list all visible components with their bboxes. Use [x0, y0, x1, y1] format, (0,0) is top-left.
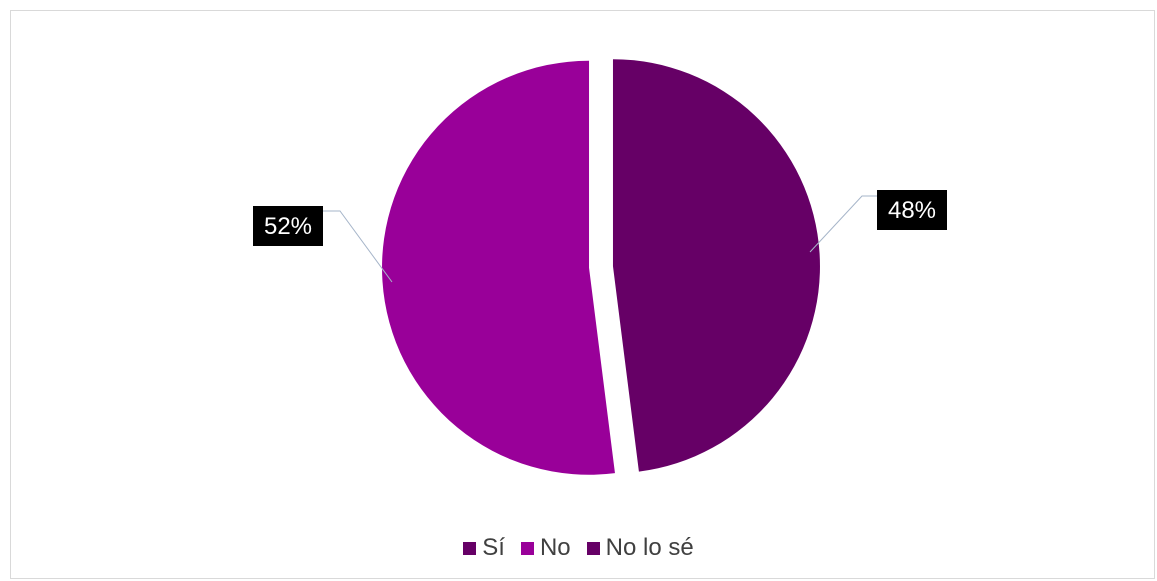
leader-line-no [323, 210, 393, 283]
legend-swatch-no-lo-se [586, 541, 600, 555]
legend-swatch-si [463, 541, 477, 555]
legend-item-no: No [520, 534, 571, 562]
legend: Sí No No lo sé [0, 534, 1157, 562]
legend-item-no-lo-se: No lo sé [586, 534, 694, 562]
legend-label-no-lo-se: No lo sé [605, 534, 694, 561]
pie-slice-si [612, 59, 820, 472]
data-label-no: 52% [264, 213, 312, 240]
legend-item-si: Sí [463, 534, 505, 562]
leader-lines [323, 195, 877, 283]
pie-slice-no [382, 60, 615, 475]
pie-slices [382, 59, 820, 475]
legend-swatch-no [520, 541, 534, 555]
data-label-si: 48% [888, 197, 936, 224]
data-labels: 48% 52% [253, 190, 947, 246]
data-label-box-no [253, 206, 323, 246]
leader-line-si [809, 195, 877, 253]
legend-label-si: Sí [482, 534, 505, 561]
legend-label-no: No [539, 534, 571, 561]
data-label-box-si [877, 190, 947, 230]
